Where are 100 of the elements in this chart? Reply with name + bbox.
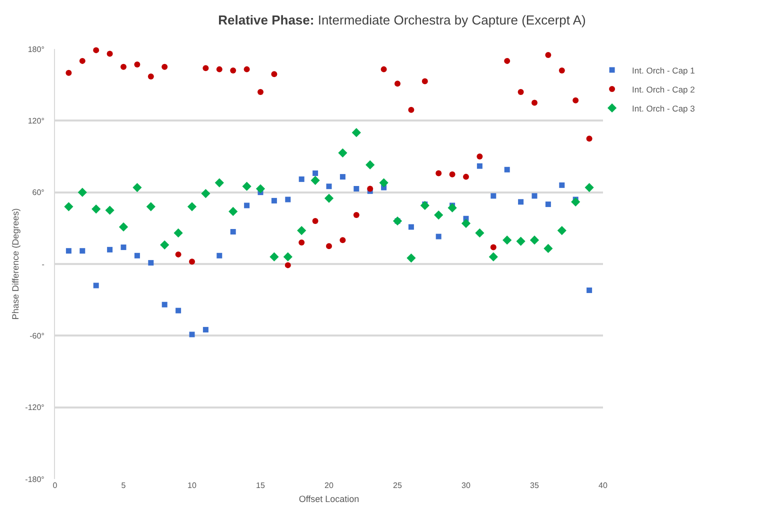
point (532, 100, 538, 106)
point (475, 228, 484, 238)
point (134, 252, 140, 258)
x-tick-label: 20 (324, 481, 334, 490)
y-tick-label: 60° (32, 188, 44, 198)
legend-label: Int. Orch - Cap 1 (632, 65, 696, 76)
point (312, 218, 318, 224)
point (162, 64, 168, 70)
point (298, 240, 305, 246)
y-tick-label: 180° (28, 44, 44, 54)
point (228, 206, 238, 216)
x-tick-label: 0 (52, 481, 58, 490)
point (258, 89, 264, 95)
point (422, 78, 428, 84)
point (202, 65, 209, 72)
legend-label: Int. Orch - Cap 3 (632, 103, 696, 114)
point (406, 253, 416, 263)
point (148, 260, 154, 266)
point (64, 202, 74, 212)
point (132, 183, 142, 192)
point (408, 224, 414, 230)
point (518, 199, 524, 205)
point (544, 244, 553, 254)
point (120, 64, 126, 70)
point (340, 237, 346, 244)
x-tick-label: 30 (462, 481, 471, 490)
x-tick-label: 10 (188, 481, 197, 490)
point (285, 196, 291, 202)
y-tick-label: -180° (25, 474, 44, 484)
point (92, 204, 101, 214)
point (271, 198, 277, 204)
point (298, 176, 304, 182)
point (242, 182, 252, 191)
point (436, 170, 442, 176)
point (354, 186, 360, 192)
point (380, 66, 387, 72)
point (216, 252, 222, 258)
point (420, 200, 430, 210)
point (93, 47, 100, 54)
point (93, 282, 99, 288)
point (340, 174, 346, 180)
point (461, 218, 471, 228)
x-tick-label: 35 (530, 481, 540, 490)
point (353, 212, 360, 218)
point (448, 203, 457, 212)
point (271, 71, 278, 78)
point (367, 186, 374, 192)
y-tick-label: -120° (25, 403, 44, 412)
point (160, 240, 170, 250)
point (558, 68, 565, 74)
point (105, 206, 114, 215)
point (490, 244, 496, 250)
point (463, 174, 469, 180)
point (244, 66, 250, 72)
point (394, 80, 400, 87)
point (256, 184, 266, 194)
point (107, 246, 113, 252)
x-tick-label: 15 (256, 481, 266, 490)
point (310, 176, 320, 185)
point (434, 210, 444, 220)
point (175, 251, 182, 258)
point (557, 226, 566, 236)
point (134, 62, 140, 68)
y-tick-label: 120° (28, 116, 44, 126)
point (312, 170, 318, 176)
point (366, 160, 375, 170)
point (189, 258, 195, 265)
point (571, 197, 580, 206)
point (586, 136, 592, 142)
point (78, 188, 87, 197)
point (572, 97, 579, 104)
point (214, 178, 224, 188)
point (201, 188, 210, 198)
point (176, 308, 182, 314)
point (504, 166, 510, 172)
point (79, 58, 86, 64)
point (216, 66, 222, 72)
point (148, 73, 154, 80)
point (189, 332, 195, 338)
point (502, 236, 512, 245)
point (244, 202, 250, 208)
chart-title: Relative Phase: Intermediate Orchestra by Capture (Excerpt A) (218, 12, 586, 28)
x-tick-label: 25 (393, 481, 402, 490)
point (270, 252, 279, 262)
point (106, 50, 113, 57)
point (408, 106, 414, 113)
point (586, 288, 592, 294)
point (187, 202, 197, 212)
point (66, 70, 72, 76)
point (146, 202, 156, 212)
point (518, 89, 524, 95)
point (174, 228, 183, 238)
point (379, 178, 388, 188)
point (352, 128, 361, 138)
point (584, 183, 594, 192)
point (326, 184, 332, 190)
point (476, 163, 482, 169)
x-tick-label: 5 (121, 481, 126, 490)
point (545, 202, 551, 208)
point (504, 58, 510, 64)
